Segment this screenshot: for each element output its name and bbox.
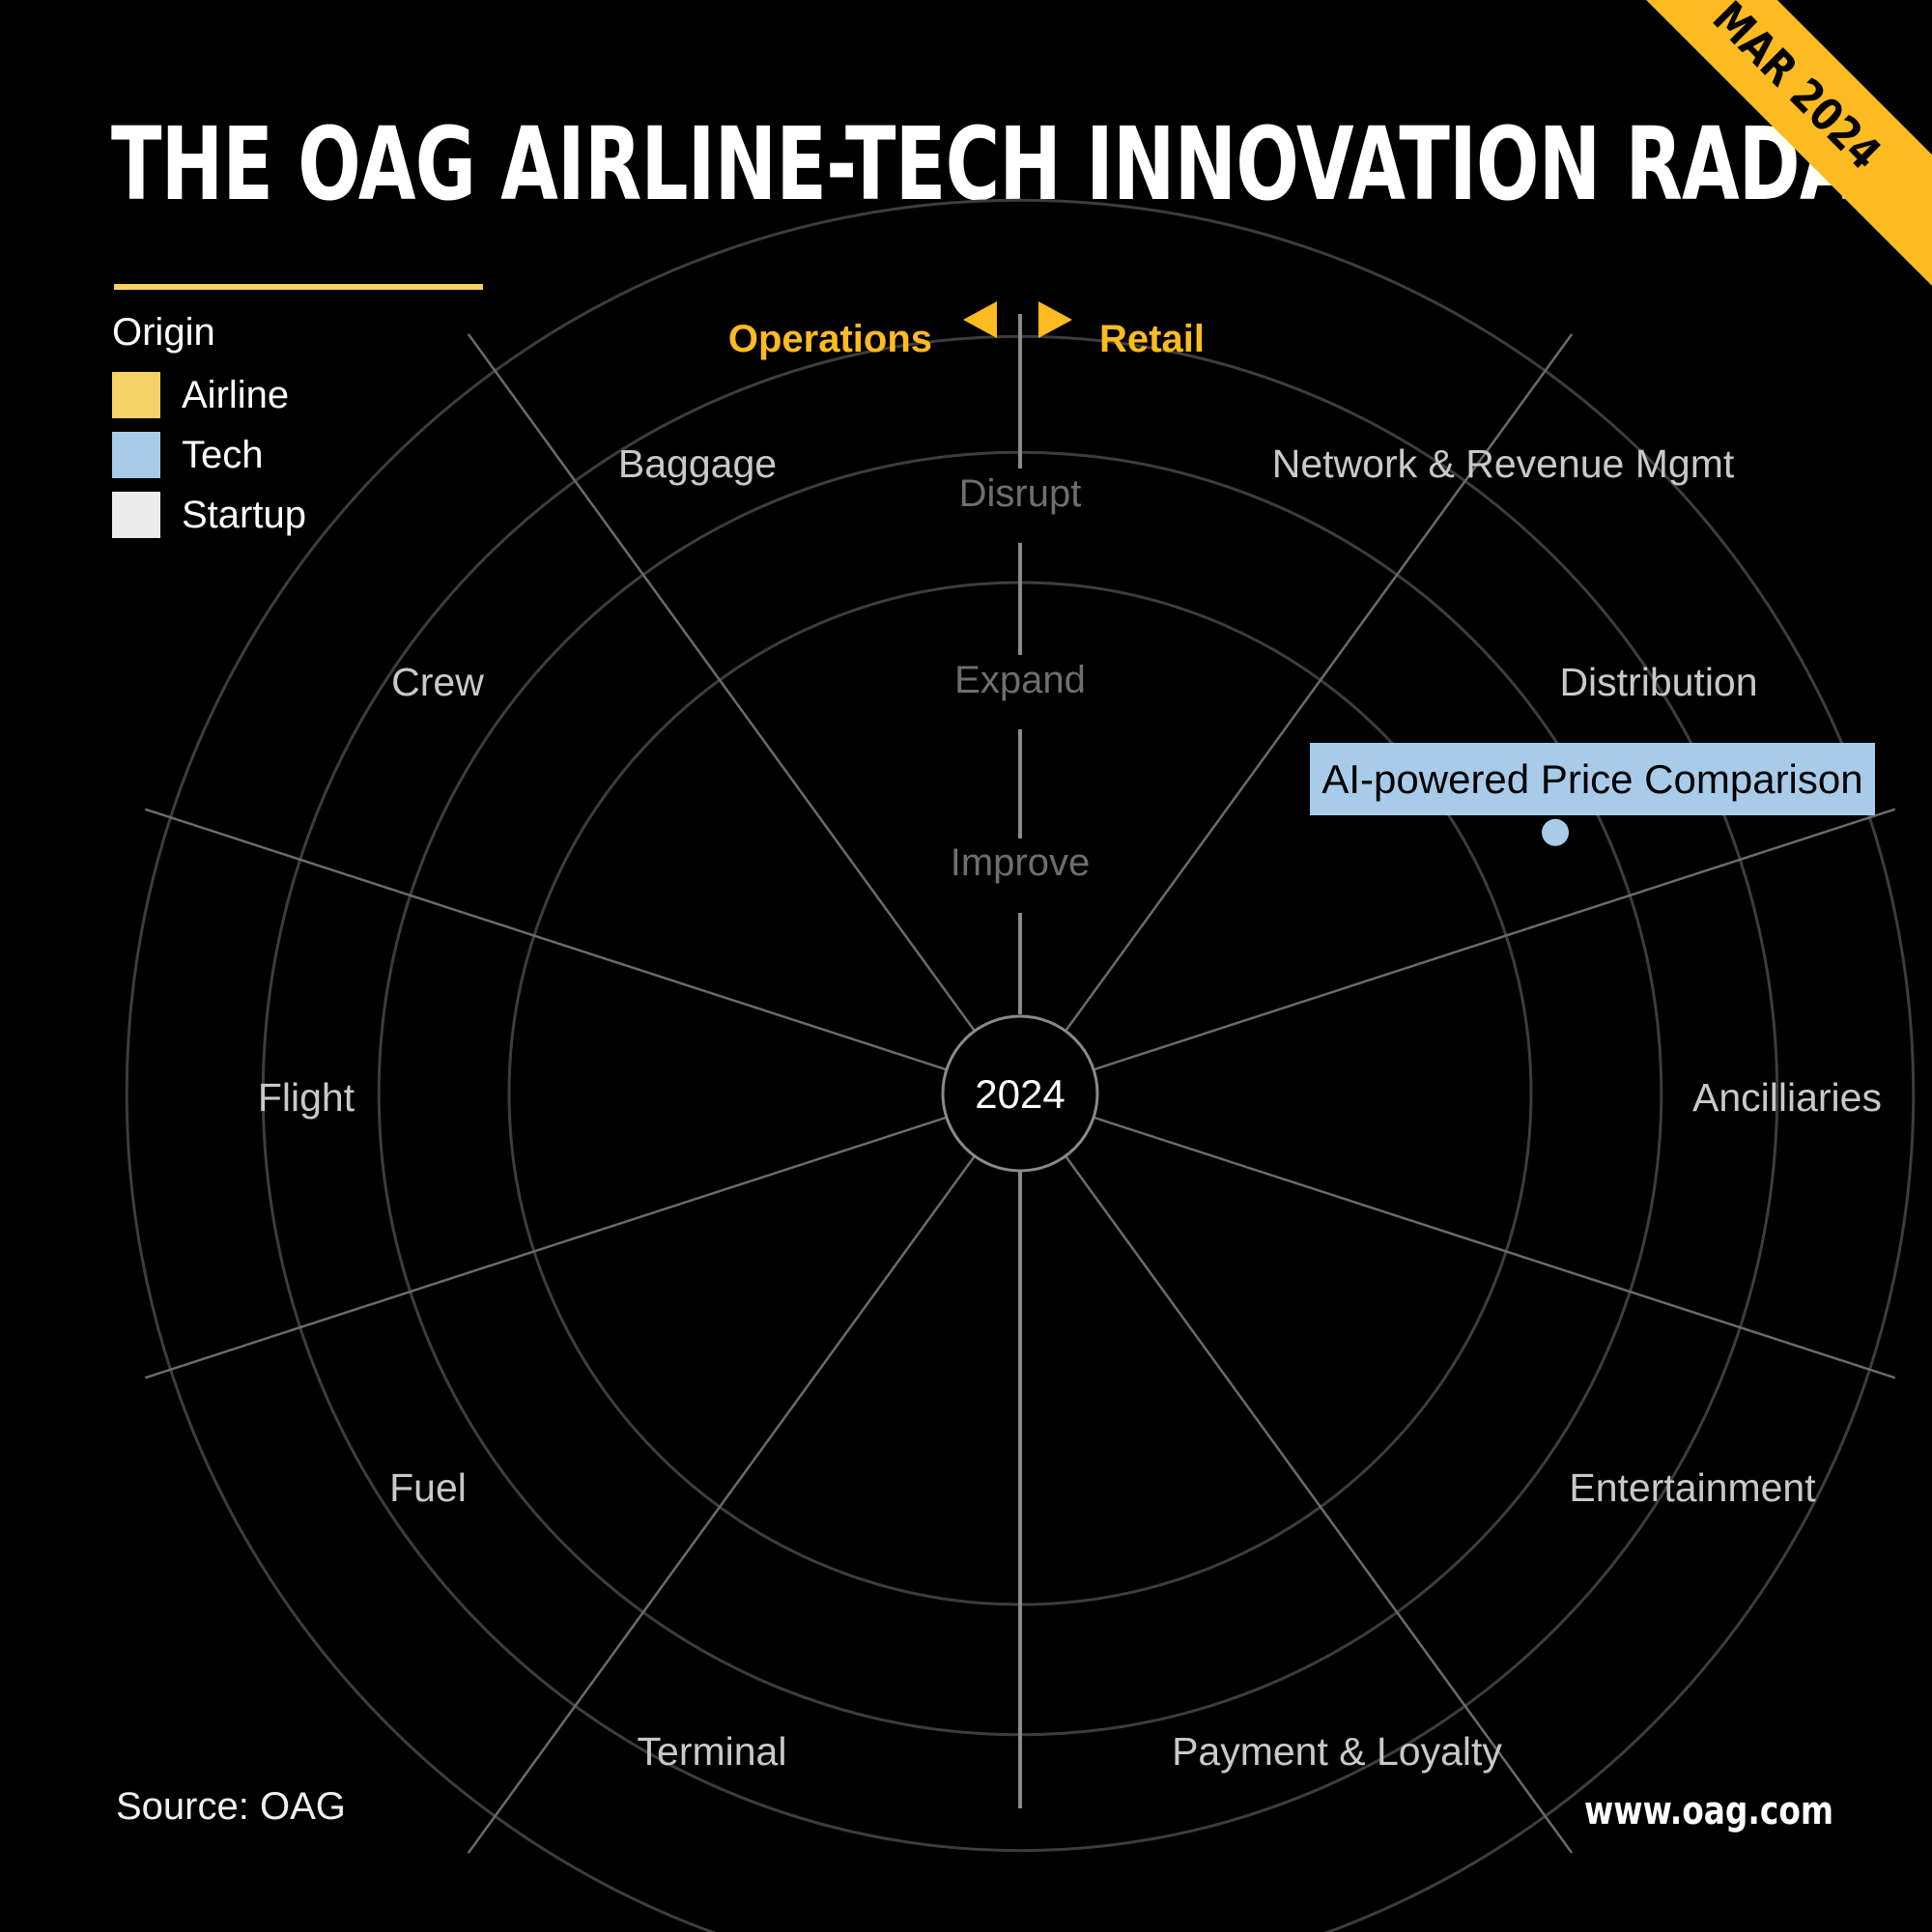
legend-label-startup: Startup — [182, 493, 306, 536]
direction-label-retail: Retail — [1099, 318, 1205, 360]
arrow-right-icon — [1038, 301, 1072, 338]
ring-label-expand: Expand — [954, 659, 1086, 701]
spoke — [1065, 1154, 1574, 1854]
direction-label-operations: Operations — [728, 318, 932, 360]
sector-label-ancilliaries: Ancilliaries — [1692, 1075, 1882, 1120]
radar-items — [1542, 818, 1570, 846]
legend-item-tech: Tech — [112, 432, 306, 478]
sector-label-network-and-revenue-mgmt: Network & Revenue Mgmt — [1272, 441, 1735, 486]
sector-label-flight: Flight — [258, 1075, 355, 1120]
sector-label-terminal: Terminal — [638, 1729, 787, 1774]
legend-item-startup: Startup — [112, 492, 306, 538]
spoke — [144, 808, 948, 1071]
legend-swatch-tech — [112, 432, 160, 478]
ring-label-improve: Improve — [951, 841, 1091, 884]
source-note: Source: OAG — [116, 1785, 346, 1828]
legend: Origin Airline Tech Startup — [112, 311, 306, 552]
ring-outer — [126, 199, 1915, 1932]
center-label: 2024 — [975, 1071, 1065, 1117]
sector-label-baggage: Baggage — [618, 441, 777, 486]
item-callout-ai-powered-price-comparison: AI-powered Price Comparison — [1310, 743, 1875, 815]
legend-label-airline: Airline — [182, 373, 290, 416]
spoke — [1093, 1116, 1896, 1379]
website-url[interactable]: www.oag.com — [1584, 1789, 1834, 1833]
page-title: THE OAG AIRLINE-TECH INNOVATION RADAR — [111, 105, 1914, 223]
radar-spokes — [144, 333, 1896, 1854]
sector-label-payment-and-loyalty: Payment & Loyalty — [1172, 1729, 1502, 1774]
direction-indicator: Operations Retail — [728, 301, 1205, 360]
sector-label-fuel: Fuel — [389, 1465, 467, 1510]
legend-label-tech: Tech — [182, 433, 264, 476]
arrow-left-icon — [963, 301, 997, 338]
item-dot-ai-powered-price-comparison — [1542, 818, 1570, 846]
sector-label-crew: Crew — [391, 660, 484, 704]
spoke — [144, 1116, 948, 1379]
sector-label-entertainment: Entertainment — [1569, 1465, 1816, 1510]
spoke — [467, 333, 976, 1033]
legend-title: Origin — [112, 311, 215, 354]
ring-labels: Improve Expand Disrupt — [951, 472, 1091, 884]
legend-swatch-startup — [112, 492, 160, 538]
sector-labels: Network & Revenue Mgmt Distribution Ancill… — [258, 441, 1882, 1774]
spoke — [467, 1154, 976, 1854]
radar-center: 2024 — [941, 1014, 1099, 1173]
title-underline — [114, 284, 483, 290]
ring-label-disrupt: Disrupt — [959, 472, 1082, 515]
sector-label-distribution: Distribution — [1559, 660, 1757, 704]
spoke — [1093, 808, 1896, 1071]
legend-item-airline: Airline — [112, 372, 306, 418]
spoke — [1065, 333, 1574, 1033]
center-circle — [941, 1014, 1099, 1173]
legend-swatch-airline — [112, 372, 160, 418]
